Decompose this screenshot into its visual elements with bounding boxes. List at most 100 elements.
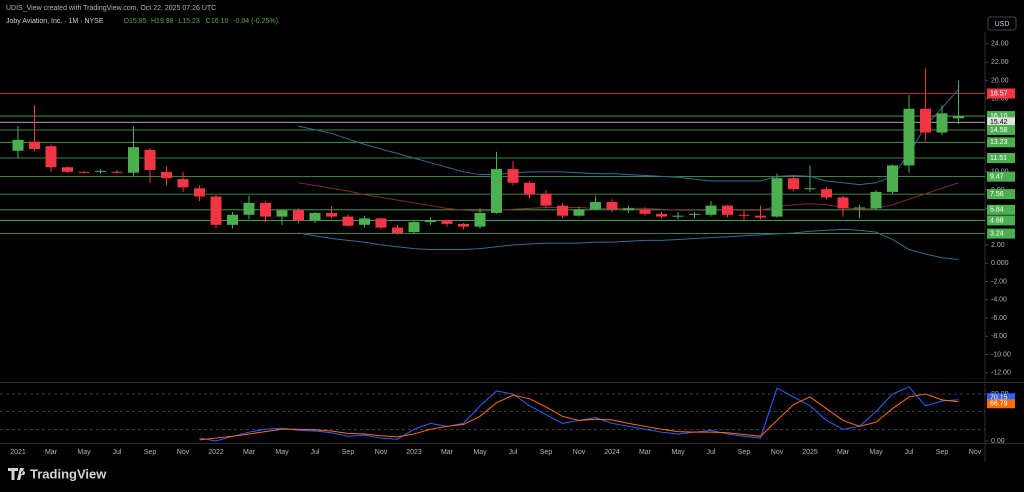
x-tick-label: 2024 — [604, 449, 620, 456]
y-tick-label: -8.00 — [991, 333, 1007, 340]
currency-box[interactable] — [987, 16, 1017, 31]
x-tick-label: May — [473, 449, 487, 456]
candle-body — [177, 179, 189, 188]
candle-body — [62, 167, 73, 172]
x-tick-label: Mar — [639, 449, 652, 456]
x-tick-label: Jul — [311, 449, 320, 456]
ohlc-label: O15.85 — [124, 18, 147, 25]
level-label: 13.23 — [990, 139, 1008, 146]
header: UDIS_View created with TradingView.com, … — [6, 5, 216, 12]
candle-body — [606, 201, 618, 210]
x-tick-label: Mar — [441, 449, 454, 456]
osc-value-label: 66.79 — [990, 401, 1008, 408]
candle-body — [903, 108, 915, 166]
ohlc-label: -0.04 (-0.25%) — [233, 18, 278, 25]
candle-body — [260, 202, 271, 217]
candle-body — [375, 218, 387, 228]
candle-body — [491, 169, 502, 213]
x-tick-label: Mar — [45, 449, 58, 456]
x-tick-label: 2025 — [802, 449, 818, 456]
level-label: 3.24 — [990, 230, 1004, 237]
osc-value-box — [987, 399, 1015, 409]
x-tick-label: 2023 — [406, 449, 422, 456]
candle-body — [771, 178, 783, 217]
candle-body — [326, 212, 337, 217]
level-box — [987, 171, 1015, 182]
level-box — [987, 88, 1015, 99]
candle-body — [738, 214, 750, 216]
level-box — [987, 153, 1015, 164]
candle-body — [837, 197, 849, 209]
candle-body — [45, 146, 57, 168]
x-tick-label: Nov — [771, 449, 784, 456]
candle-body — [128, 147, 139, 173]
level-box — [987, 137, 1015, 148]
x-tick-label: Sep — [342, 449, 355, 456]
x-tick-label: Jul — [905, 449, 914, 456]
candle-body — [392, 227, 403, 234]
level-box — [987, 124, 1015, 135]
level-box — [987, 189, 1015, 200]
candle-body — [441, 220, 453, 224]
candle-body — [804, 188, 816, 190]
candle-body — [342, 216, 354, 226]
candle-body — [111, 171, 123, 173]
candle-body — [755, 215, 766, 218]
candle-body — [359, 218, 370, 225]
candle-body — [227, 214, 238, 225]
candle-body — [507, 169, 519, 183]
brand: TradingView — [30, 466, 107, 481]
level-box — [987, 215, 1015, 226]
candle-body — [887, 165, 898, 192]
brand-logo — [8, 468, 26, 480]
candle-body — [540, 193, 552, 206]
chart-title: Joby Aviation, Inc. · 1M · NYSE — [6, 18, 104, 25]
y-tick-label: 18.00 — [991, 96, 1009, 103]
x-tick-label: Mar — [837, 449, 850, 456]
candle-body — [590, 201, 601, 210]
y-tick-label: -10.00 — [991, 351, 1011, 358]
candle-body — [689, 213, 700, 215]
candle-body — [458, 223, 469, 227]
y-tick-label: 20.00 — [991, 77, 1009, 84]
level-label: 4.68 — [990, 217, 1004, 224]
level-label: 9.47 — [990, 174, 1004, 181]
candle-body — [78, 171, 90, 173]
candle-body — [425, 220, 436, 223]
x-tick-label: Sep — [936, 449, 949, 456]
candle-body — [194, 188, 205, 197]
level-label: 11.51 — [990, 155, 1007, 162]
band-line — [298, 89, 959, 186]
x-tick-label: Nov — [375, 449, 388, 456]
x-tick-label: May — [869, 449, 883, 456]
ohlc-label: L15.23 — [178, 18, 200, 25]
candle-body — [623, 208, 634, 211]
y-tick-label: 0.000 — [991, 260, 1009, 267]
x-tick-label: May — [77, 449, 91, 456]
x-tick-label: Mar — [243, 449, 256, 456]
candle-body — [161, 171, 172, 179]
candle-body — [408, 222, 420, 233]
y-tick-label: 24.00 — [991, 41, 1009, 48]
ohlc-label: H19.98 — [151, 18, 174, 25]
level-label: 18.57 — [990, 90, 1008, 97]
candle-body — [639, 209, 651, 214]
candle-body — [12, 139, 24, 151]
y-tick-label: 2.00 — [991, 242, 1005, 249]
candle-body — [144, 149, 156, 170]
x-tick-label: May — [671, 449, 685, 456]
x-tick-label: Jul — [113, 449, 122, 456]
level-box — [987, 111, 1015, 122]
level-box — [987, 117, 1015, 128]
currency[interactable]: USD — [995, 21, 1010, 28]
candle-body — [276, 210, 288, 217]
level-label: 7.56 — [990, 191, 1004, 198]
candle-body — [210, 196, 222, 225]
ohlc-label: C16.10 — [206, 18, 229, 25]
y-tick-label: -2.00 — [991, 278, 1007, 285]
candle-body — [573, 209, 585, 216]
level-label: 16.10 — [990, 113, 1008, 120]
x-tick-label: Nov — [177, 449, 190, 456]
